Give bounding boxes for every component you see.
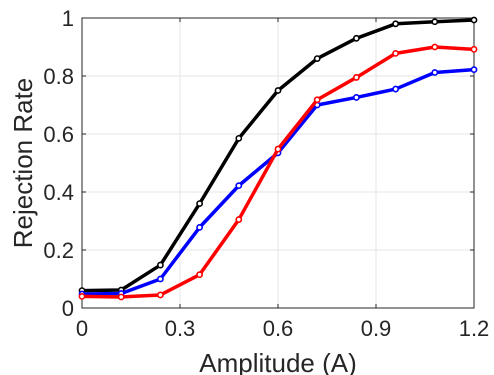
series-3-point [78,292,86,300]
series-2-point [196,223,203,231]
series-2-point [156,275,164,283]
series-2-point [470,66,478,74]
series-2-point [431,69,439,76]
series-1-point [156,261,164,269]
series-1-point [235,134,243,142]
x-tick-label: 0.3 [165,316,196,341]
series-1-point [196,200,203,207]
series-2-point [235,182,243,190]
x-tick-label: 0.6 [263,316,294,341]
series-3-point [352,74,360,81]
series-3-point [196,271,203,279]
series-1-point [352,34,360,42]
x-tick-label: 1.2 [459,316,490,341]
y-tick-label: 0.2 [43,238,74,263]
x-tick-label: 0.9 [361,316,392,341]
series-3-point [392,49,399,57]
series-1-point [431,18,439,26]
y-tick-label: 0.8 [43,64,74,89]
series-2-point [352,94,360,101]
series-3-point [156,291,164,299]
series-1-point [313,55,321,62]
series-3-point [313,96,321,104]
series [78,16,478,301]
y-tick-label: 1 [62,6,74,31]
y-axis-label: Rejection Rate [8,78,38,249]
series-2-point [392,85,399,93]
ticks: 0 0.3 0.6 0.9 1.2 0 0.2 0.4 0.6 0.8 1 [43,6,489,341]
series-1-point [274,87,282,94]
y-tick-label: 0.4 [43,180,74,205]
x-axis-label: Amplitude (A) [199,348,357,375]
series-1-point [470,16,478,24]
y-tick-label: 0 [62,296,74,321]
series-3-point [274,145,282,153]
y-tick-label: 0.6 [43,122,74,147]
series-3-point [470,45,478,53]
series-1-point [392,20,399,28]
series-3-point [431,43,439,51]
series-3-point [235,216,243,223]
x-tick-label: 0 [76,316,88,341]
series-3-point [117,293,125,301]
